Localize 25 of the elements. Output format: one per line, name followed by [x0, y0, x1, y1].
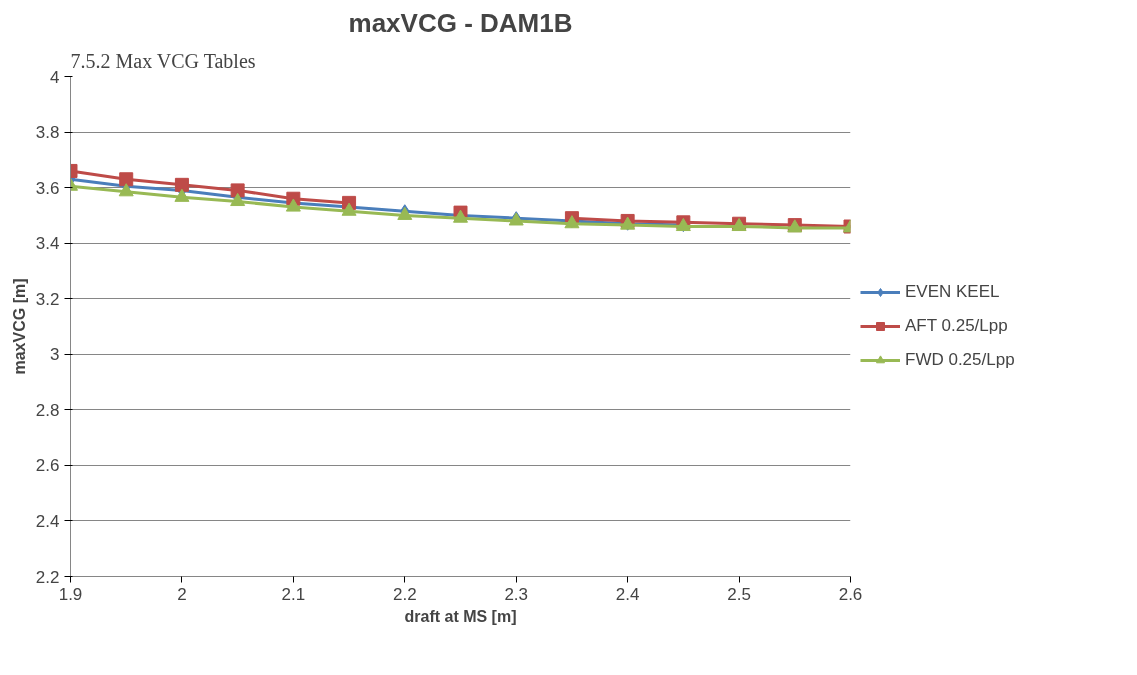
x-tick-label: 2.1: [281, 584, 306, 604]
x-tick-label: 1.9: [58, 584, 83, 604]
y-tick-label: 2.8: [35, 400, 60, 420]
y-tick-label: 2.6: [35, 456, 60, 476]
y-tick-label: 3: [50, 345, 60, 365]
y-tick-label: 3.8: [35, 123, 60, 143]
x-axis-title: draft at MS [m]: [404, 607, 517, 625]
legend-label: AFT 0.25/Lpp: [905, 316, 1008, 336]
x-tick-label: 2: [177, 584, 187, 604]
legend-label: FWD 0.25/Lpp: [905, 350, 1015, 370]
y-axis-title: maxVCG [m]: [10, 278, 28, 375]
legend-label: EVEN KEEL: [905, 282, 1000, 302]
y-tick-label: 3.6: [35, 178, 60, 198]
x-tick-label: 2.2: [392, 584, 417, 604]
y-tick-label: 3.4: [35, 234, 60, 254]
chart-title: maxVCG - DAM1B: [348, 7, 573, 38]
x-tick-label: 2.3: [504, 584, 529, 604]
x-tick-label: 2.5: [727, 584, 751, 604]
y-tick-label: 4: [50, 67, 60, 87]
y-tick-label: 3.2: [35, 289, 60, 309]
x-tick-label: 2.6: [838, 584, 863, 604]
y-tick-label: 2.2: [35, 567, 60, 587]
text: 7.5.2 Max VCG Tables: [70, 49, 256, 72]
x-tick-label: 2.4: [615, 584, 640, 604]
y-tick-label: 2.4: [35, 511, 60, 531]
